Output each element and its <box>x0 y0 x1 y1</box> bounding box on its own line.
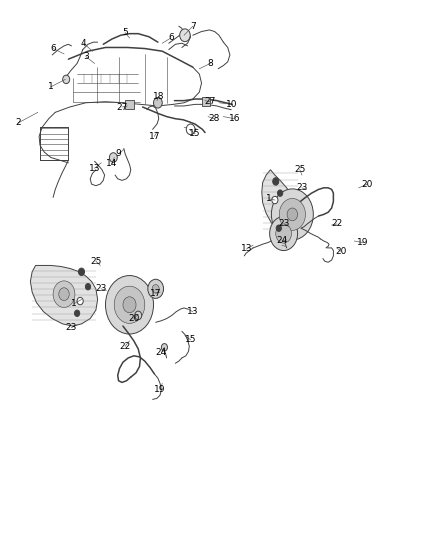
Text: 24: 24 <box>156 348 167 357</box>
Text: 23: 23 <box>95 284 107 293</box>
Circle shape <box>186 124 195 135</box>
Text: 20: 20 <box>336 247 347 256</box>
Circle shape <box>180 29 190 42</box>
Text: 27: 27 <box>117 102 128 111</box>
Circle shape <box>273 177 279 185</box>
Text: 1: 1 <box>71 299 77 308</box>
Text: 2: 2 <box>15 118 21 127</box>
Polygon shape <box>30 265 98 326</box>
Text: 15: 15 <box>189 129 201 138</box>
Text: 23: 23 <box>296 183 307 192</box>
Circle shape <box>85 284 91 290</box>
Circle shape <box>272 189 313 240</box>
Text: 27: 27 <box>205 97 216 106</box>
Text: 8: 8 <box>207 59 213 68</box>
Text: 3: 3 <box>83 52 89 61</box>
Text: 18: 18 <box>153 92 165 101</box>
Circle shape <box>135 311 142 320</box>
Circle shape <box>270 216 297 251</box>
FancyBboxPatch shape <box>201 98 210 106</box>
Text: 23: 23 <box>279 220 290 229</box>
Circle shape <box>161 344 167 351</box>
Circle shape <box>279 198 305 230</box>
Text: 17: 17 <box>150 288 162 297</box>
Text: 13: 13 <box>241 245 252 254</box>
Text: 1: 1 <box>266 195 272 204</box>
Circle shape <box>153 98 162 108</box>
Text: 14: 14 <box>106 159 118 168</box>
Circle shape <box>53 281 75 308</box>
Text: 1: 1 <box>48 82 54 91</box>
Text: 6: 6 <box>50 44 56 53</box>
Text: 22: 22 <box>331 220 343 229</box>
Circle shape <box>110 153 117 163</box>
Text: 13: 13 <box>187 307 198 316</box>
Text: 9: 9 <box>116 149 121 158</box>
Text: 20: 20 <box>128 314 140 323</box>
Circle shape <box>278 190 283 196</box>
Text: 17: 17 <box>148 132 160 141</box>
FancyBboxPatch shape <box>125 100 134 109</box>
Circle shape <box>77 297 83 305</box>
Circle shape <box>272 196 278 204</box>
Text: 4: 4 <box>81 39 86 48</box>
Text: 23: 23 <box>66 323 77 332</box>
Circle shape <box>287 208 297 221</box>
Circle shape <box>74 310 80 317</box>
Circle shape <box>276 224 291 243</box>
Circle shape <box>114 286 145 324</box>
Text: 7: 7 <box>190 22 196 31</box>
Text: 19: 19 <box>154 385 166 394</box>
Text: 25: 25 <box>294 165 305 174</box>
Text: 25: 25 <box>90 257 102 265</box>
Polygon shape <box>262 169 298 233</box>
Text: 6: 6 <box>168 34 174 43</box>
Circle shape <box>63 75 70 84</box>
Circle shape <box>123 297 136 313</box>
Text: 28: 28 <box>208 114 219 123</box>
Text: 10: 10 <box>226 100 238 109</box>
Text: 13: 13 <box>89 164 100 173</box>
Circle shape <box>106 276 153 334</box>
Text: 20: 20 <box>362 180 373 189</box>
Circle shape <box>152 285 159 293</box>
Text: 24: 24 <box>277 237 288 246</box>
Circle shape <box>78 268 85 276</box>
Circle shape <box>59 288 69 301</box>
Text: 15: 15 <box>185 335 196 344</box>
Text: 5: 5 <box>122 28 128 37</box>
Text: 19: 19 <box>357 238 369 247</box>
Text: 16: 16 <box>229 114 240 123</box>
Circle shape <box>276 225 282 231</box>
Text: 22: 22 <box>120 342 131 351</box>
Circle shape <box>148 279 163 298</box>
